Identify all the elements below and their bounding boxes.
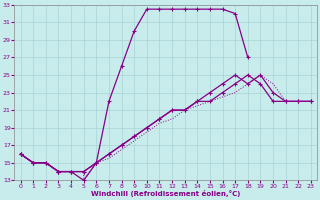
X-axis label: Windchill (Refroidissement éolien,°C): Windchill (Refroidissement éolien,°C) [91, 190, 240, 197]
